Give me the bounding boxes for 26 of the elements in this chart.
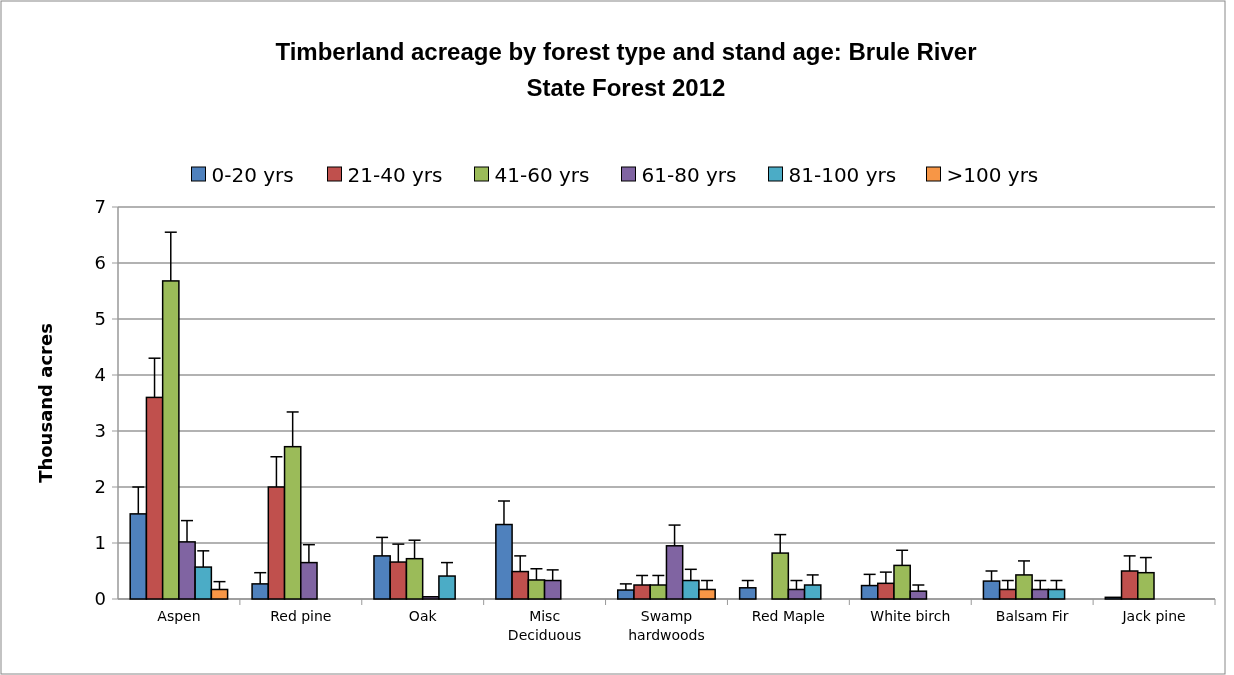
y-tick-label: 7 bbox=[94, 196, 106, 218]
legend-label: 41-60 yrs bbox=[494, 163, 590, 187]
legend-label: 21-40 yrs bbox=[347, 163, 443, 187]
bar bbox=[738, 587, 757, 600]
y-tick-label: 2 bbox=[94, 476, 106, 498]
chart-title: Timberland acreage by forest type and stand age: Brule River State Forest 2012 bbox=[275, 38, 977, 101]
legend-label: 81-100 yrs bbox=[788, 163, 897, 187]
x-tick-label: Oak bbox=[408, 608, 438, 624]
x-tick-label: Aspen bbox=[157, 608, 201, 624]
x-tick-label: White birch bbox=[870, 608, 951, 624]
y-tick-label: 5 bbox=[94, 308, 106, 330]
x-tick-label: Red pine bbox=[270, 608, 332, 624]
legend-label: 61-80 yrs bbox=[641, 163, 737, 187]
x-tick-label: Swamp hardwoods bbox=[628, 608, 705, 643]
y-tick-label: 4 bbox=[94, 364, 106, 386]
y-tick-label: 6 bbox=[94, 252, 106, 274]
x-tick-label: Jack pine bbox=[1121, 608, 1186, 624]
x-tick-label: Misc Deciduous bbox=[507, 608, 582, 643]
legend-label: >100 yrs bbox=[946, 163, 1039, 187]
legend-label: 0-20 yrs bbox=[211, 163, 294, 187]
y-tick-label: 3 bbox=[94, 420, 106, 442]
x-tick-label: Balsam Fir bbox=[995, 608, 1069, 624]
x-tick-label: Red Maple bbox=[751, 608, 825, 624]
y-tick-label: 0 bbox=[94, 588, 106, 610]
y-tick-label: 1 bbox=[94, 532, 106, 554]
y-axis-title: Thousand acres bbox=[35, 323, 56, 483]
